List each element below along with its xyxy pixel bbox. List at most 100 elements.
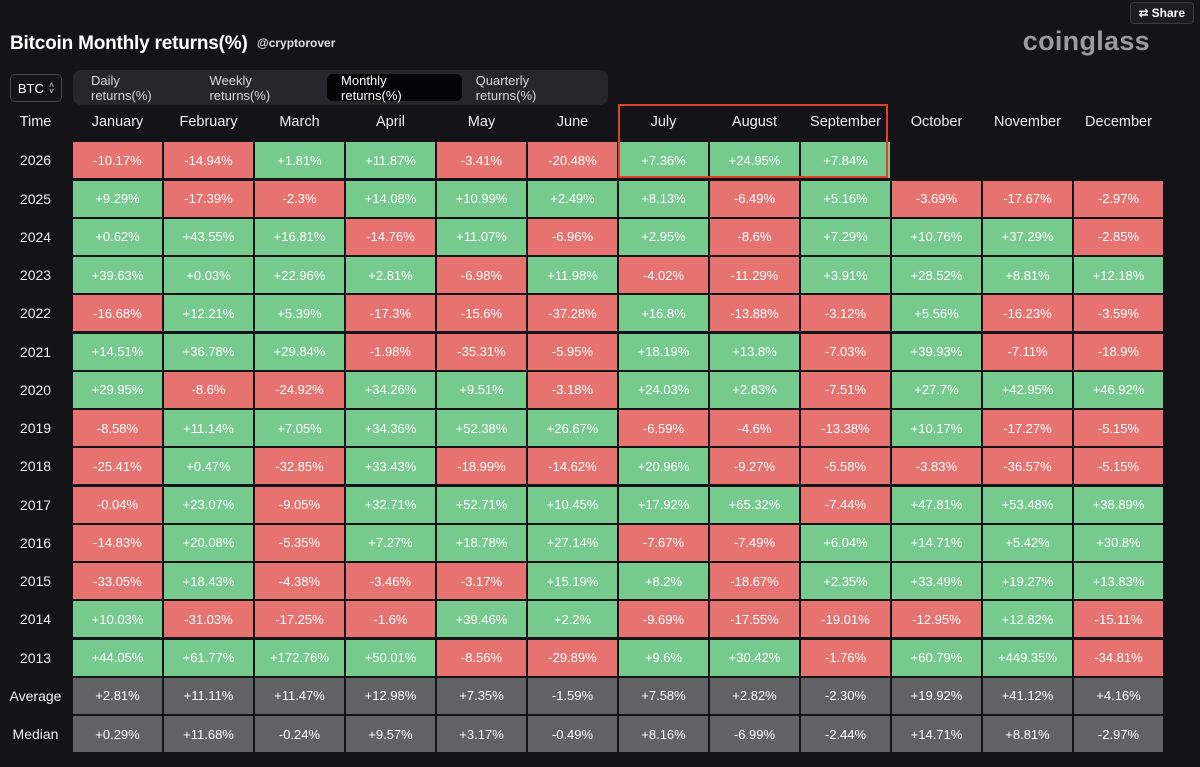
table-cell: -1.76% xyxy=(801,639,890,676)
table-cell: -9.05% xyxy=(255,486,344,523)
table-cell: -3.41% xyxy=(437,142,526,179)
table-cell: -11.29% xyxy=(710,257,799,293)
tab-daily-returns[interactable]: Daily returns(%) xyxy=(91,72,152,103)
table-cell: +18.19% xyxy=(619,333,708,370)
table-cell: -19.01% xyxy=(801,601,890,638)
table-cell: +14.71% xyxy=(892,524,981,561)
table-cell: -17.25% xyxy=(255,601,344,638)
table-cell: +10.76% xyxy=(892,218,981,255)
table-cell: +2.81% xyxy=(346,257,435,293)
row-label-year: 2014 xyxy=(19,611,52,628)
table-cell: +23.07% xyxy=(164,486,253,523)
table-cell: -24.92% xyxy=(255,371,344,408)
summary-cell: +11.11% xyxy=(164,677,253,714)
tab-quarterly-returns[interactable]: Quarterly returns(%) xyxy=(475,72,537,103)
table-cell: -14.76% xyxy=(346,218,435,255)
table-cell: -6.98% xyxy=(437,257,526,293)
table-cell: -4.38% xyxy=(255,563,344,599)
table-cell: +29.84% xyxy=(255,333,344,370)
table-cell: +29.95% xyxy=(73,371,162,408)
table-cell: -33.05% xyxy=(73,563,162,599)
table-cell: -3.83% xyxy=(892,448,981,485)
table-cell: -18.99% xyxy=(437,448,526,485)
table-cell: +14.51% xyxy=(73,333,162,370)
summary-cell: +41.12% xyxy=(983,677,1072,714)
table-cell: -7.51% xyxy=(801,371,890,408)
table-cell: -3.59% xyxy=(1074,295,1163,332)
summary-cell: +3.17% xyxy=(437,716,526,752)
table-cell: +47.81% xyxy=(892,486,981,523)
table-cell: +61.77% xyxy=(164,639,253,676)
table-cell: +32.71% xyxy=(346,486,435,523)
table-cell: +39.93% xyxy=(892,333,981,370)
table-cell: +27.14% xyxy=(528,524,617,561)
table-cell: -14.62% xyxy=(528,448,617,485)
row-label-year: 2013 xyxy=(19,649,52,666)
returns-tabs: Daily returns(%) Weekly returns(%) Monthly… xyxy=(73,70,608,105)
row-label-year: 2022 xyxy=(19,305,52,322)
table-cell: +10.17% xyxy=(892,410,981,446)
summary-cell: +14.71% xyxy=(892,716,981,752)
table-cell: -12.95% xyxy=(892,601,981,638)
summary-cell: +7.35% xyxy=(437,677,526,714)
table-cell: +8.81% xyxy=(983,257,1072,293)
row-label-year: 2026 xyxy=(19,152,52,169)
share-button[interactable]: ⇄ Share xyxy=(1129,2,1194,24)
table-cell: +24.03% xyxy=(619,371,708,408)
tab-monthly-returns[interactable]: Monthly returns(%) xyxy=(327,73,462,103)
summary-cell: -6.99% xyxy=(710,716,799,752)
table-cell: +50.01% xyxy=(346,639,435,676)
table-cell: +42.95% xyxy=(983,371,1072,408)
table-cell-empty xyxy=(1074,142,1163,178)
table-cell: -7.03% xyxy=(801,333,890,370)
table-cell: -29.89% xyxy=(528,639,617,676)
row-label-year: 2018 xyxy=(19,458,52,475)
table-cell: +22.96% xyxy=(255,257,344,293)
table-cell: +5.56% xyxy=(892,295,981,332)
table-cell: -4.02% xyxy=(619,257,708,293)
table-cell: -9.27% xyxy=(710,448,799,485)
table-cell: -7.49% xyxy=(710,524,799,561)
table-cell: +20.08% xyxy=(164,524,253,561)
table-cell: -3.46% xyxy=(346,563,435,599)
table-cell: +10.03% xyxy=(73,601,162,638)
table-cell: +36.78% xyxy=(164,333,253,370)
table-cell: -36.57% xyxy=(983,448,1072,485)
table-cell: +8.2% xyxy=(619,563,708,599)
table-cell: -13.88% xyxy=(710,295,799,332)
table-cell: -4.6% xyxy=(710,410,799,446)
table-cell: -7.67% xyxy=(619,524,708,561)
table-cell: +1.81% xyxy=(255,142,344,179)
table-cell: +39.63% xyxy=(73,257,162,293)
table-cell: +52.71% xyxy=(437,486,526,523)
table-cell: +17.92% xyxy=(619,486,708,523)
row-label-year: 2020 xyxy=(19,381,52,398)
tab-weekly-returns[interactable]: Weekly returns(%) xyxy=(209,72,271,103)
table-cell: +34.26% xyxy=(346,371,435,408)
table-cell: -8.6% xyxy=(710,218,799,255)
table-cell: -14.83% xyxy=(73,524,162,561)
column-header-time: Time xyxy=(19,114,52,130)
column-header-april: April xyxy=(375,114,405,130)
table-cell: -34.81% xyxy=(1074,639,1163,676)
summary-cell: +11.68% xyxy=(164,716,253,752)
table-cell: +7.05% xyxy=(255,410,344,446)
coin-select[interactable]: BTC ˄ ˅ xyxy=(10,74,62,102)
table-cell: +9.29% xyxy=(73,180,162,217)
table-cell: +30.42% xyxy=(710,639,799,676)
table-cell: +43.55% xyxy=(164,218,253,255)
table-cell: -5.58% xyxy=(801,448,890,485)
table-cell: +39.46% xyxy=(437,601,526,638)
table-cell: +5.16% xyxy=(801,180,890,217)
table-cell: +44.05% xyxy=(73,639,162,676)
row-label-year: 2016 xyxy=(19,534,52,551)
summary-cell: +8.81% xyxy=(983,716,1072,752)
table-cell: +5.39% xyxy=(255,295,344,332)
column-header-july: July xyxy=(650,114,677,130)
table-cell: +19.27% xyxy=(983,563,1072,599)
table-cell: -3.17% xyxy=(437,563,526,599)
table-cell: -6.59% xyxy=(619,410,708,446)
table-cell: -20.48% xyxy=(528,142,617,179)
summary-cell: -2.30% xyxy=(801,677,890,714)
column-header-february: February xyxy=(179,114,238,130)
